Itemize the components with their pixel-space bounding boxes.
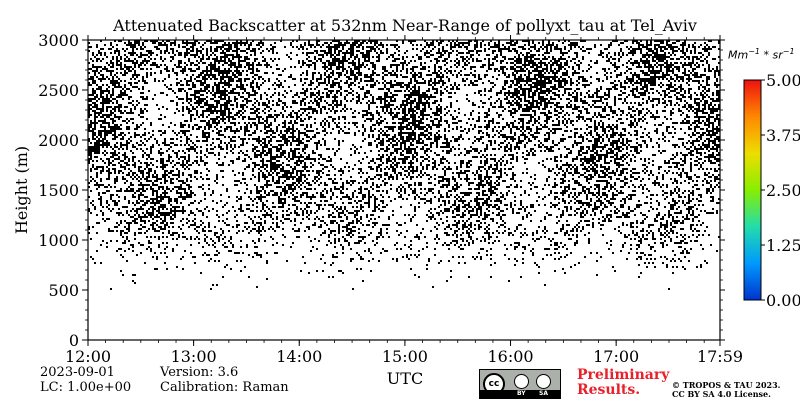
x-tick-label: 16:00 [487,347,533,366]
y-tick-label: 0 [69,331,79,350]
x-tick-label: 12:00 [65,347,111,366]
y-tick-label: 2000 [38,131,79,150]
y-tick-label: 1500 [38,181,79,200]
backscatter-signal [88,40,720,290]
x-axis-label: UTC [387,369,423,388]
info-calibration: Calibration: Raman [160,380,289,395]
attribution-icon [514,374,529,389]
badge-sa-label: SA [539,390,548,397]
x-tick-label: 13:00 [171,347,217,366]
y-tick-label: 500 [48,281,79,300]
y-tick-label: 1000 [38,231,79,250]
colorbar-tick-label: 1.25 [766,236,800,255]
y-axis-label: Height (m) [12,146,31,234]
info-date: 2023-09-01 [40,365,115,380]
x-axis: 12:00 13:00 14:00 15:00 16:00 17:00 17:59 [65,35,743,366]
colorbar [743,79,762,301]
share-alike-icon [536,374,551,389]
colorbar-tick-label: 5.00 [766,71,800,90]
info-version: Version: 3.6 [160,365,239,380]
y-tick-label: 2500 [38,81,79,100]
colorbar-tick-label: 2.50 [766,181,800,200]
cc-license-badge: cc BY SA [479,369,561,399]
signal-speckle [88,40,720,290]
x-tick-label: 14:00 [276,347,322,366]
y-axis: 0 500 1000 1500 2000 2500 3000 [38,31,725,350]
copyright-line-1: © TROPOS & TAU 2023. [672,380,781,390]
x-tick-label: 17:59 [697,347,743,366]
badge-by-label: BY [517,390,526,397]
chart-title: Attenuated Backscatter at 532nm Near-Ran… [113,16,697,35]
copyright-line-2: CC BY SA 4.0 License. [672,389,771,399]
y-tick-label: 3000 [38,31,79,50]
x-tick-label: 17:00 [593,347,639,366]
copyright-notice: © TROPOS & TAU 2023. CC BY SA 4.0 Licens… [672,381,780,399]
colorbar-unit: Mm−1 * sr−1 [728,47,795,62]
colorbar-tick-label: 0.00 [766,291,800,310]
info-lc: LC: 1.00e+00 [40,380,132,395]
preliminary-results-notice: Preliminary Results. [577,367,670,398]
colorbar-ticks: 0.00 1.25 2.50 3.75 5.00 [761,71,800,310]
colorbar-tick-label: 3.75 [766,126,800,145]
x-tick-label: 15:00 [382,347,428,366]
